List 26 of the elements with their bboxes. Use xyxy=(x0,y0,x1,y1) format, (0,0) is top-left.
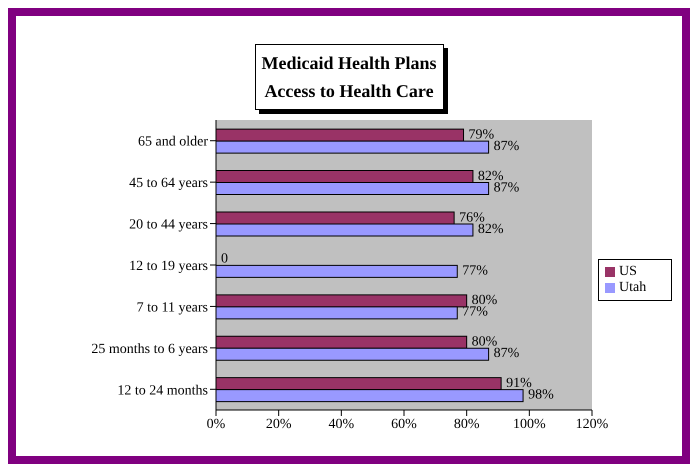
data-label: 77% xyxy=(462,304,488,320)
data-label: 77% xyxy=(462,263,488,278)
data-label: 87% xyxy=(494,346,520,362)
x-tick-label: 0% xyxy=(206,416,226,432)
x-tick-label: 20% xyxy=(266,416,292,432)
x-tick-label: 40% xyxy=(328,416,354,432)
data-label: 98% xyxy=(528,388,554,403)
y-tick-label: 45 to 64 years xyxy=(129,176,208,192)
x-tick-label: 100% xyxy=(512,416,546,432)
chart-title: Medicaid Health Plans Access to Health Care xyxy=(262,52,436,103)
x-tick-label: 60% xyxy=(391,416,418,432)
y-tick-label: 12 to 24 months xyxy=(117,383,208,398)
data-label: 82% xyxy=(478,222,504,237)
data-label: 87% xyxy=(494,180,520,196)
y-tick-label: 7 to 11 years xyxy=(136,300,208,316)
x-tick-label: 80% xyxy=(454,416,480,432)
data-label: 87% xyxy=(494,139,520,154)
y-tick-label: 25 months to 6 years xyxy=(91,342,208,357)
data-label: 0 xyxy=(221,252,228,267)
x-tick-label: 120% xyxy=(576,416,609,432)
legend-label: US xyxy=(619,264,637,279)
data-label: 79% xyxy=(468,127,495,142)
legend-label: Utah xyxy=(619,280,646,295)
y-tick-label: 20 to 44 years xyxy=(129,218,208,233)
y-tick-label: 12 to 19 years xyxy=(129,258,208,274)
y-tick-label: 65 and older xyxy=(138,134,208,150)
